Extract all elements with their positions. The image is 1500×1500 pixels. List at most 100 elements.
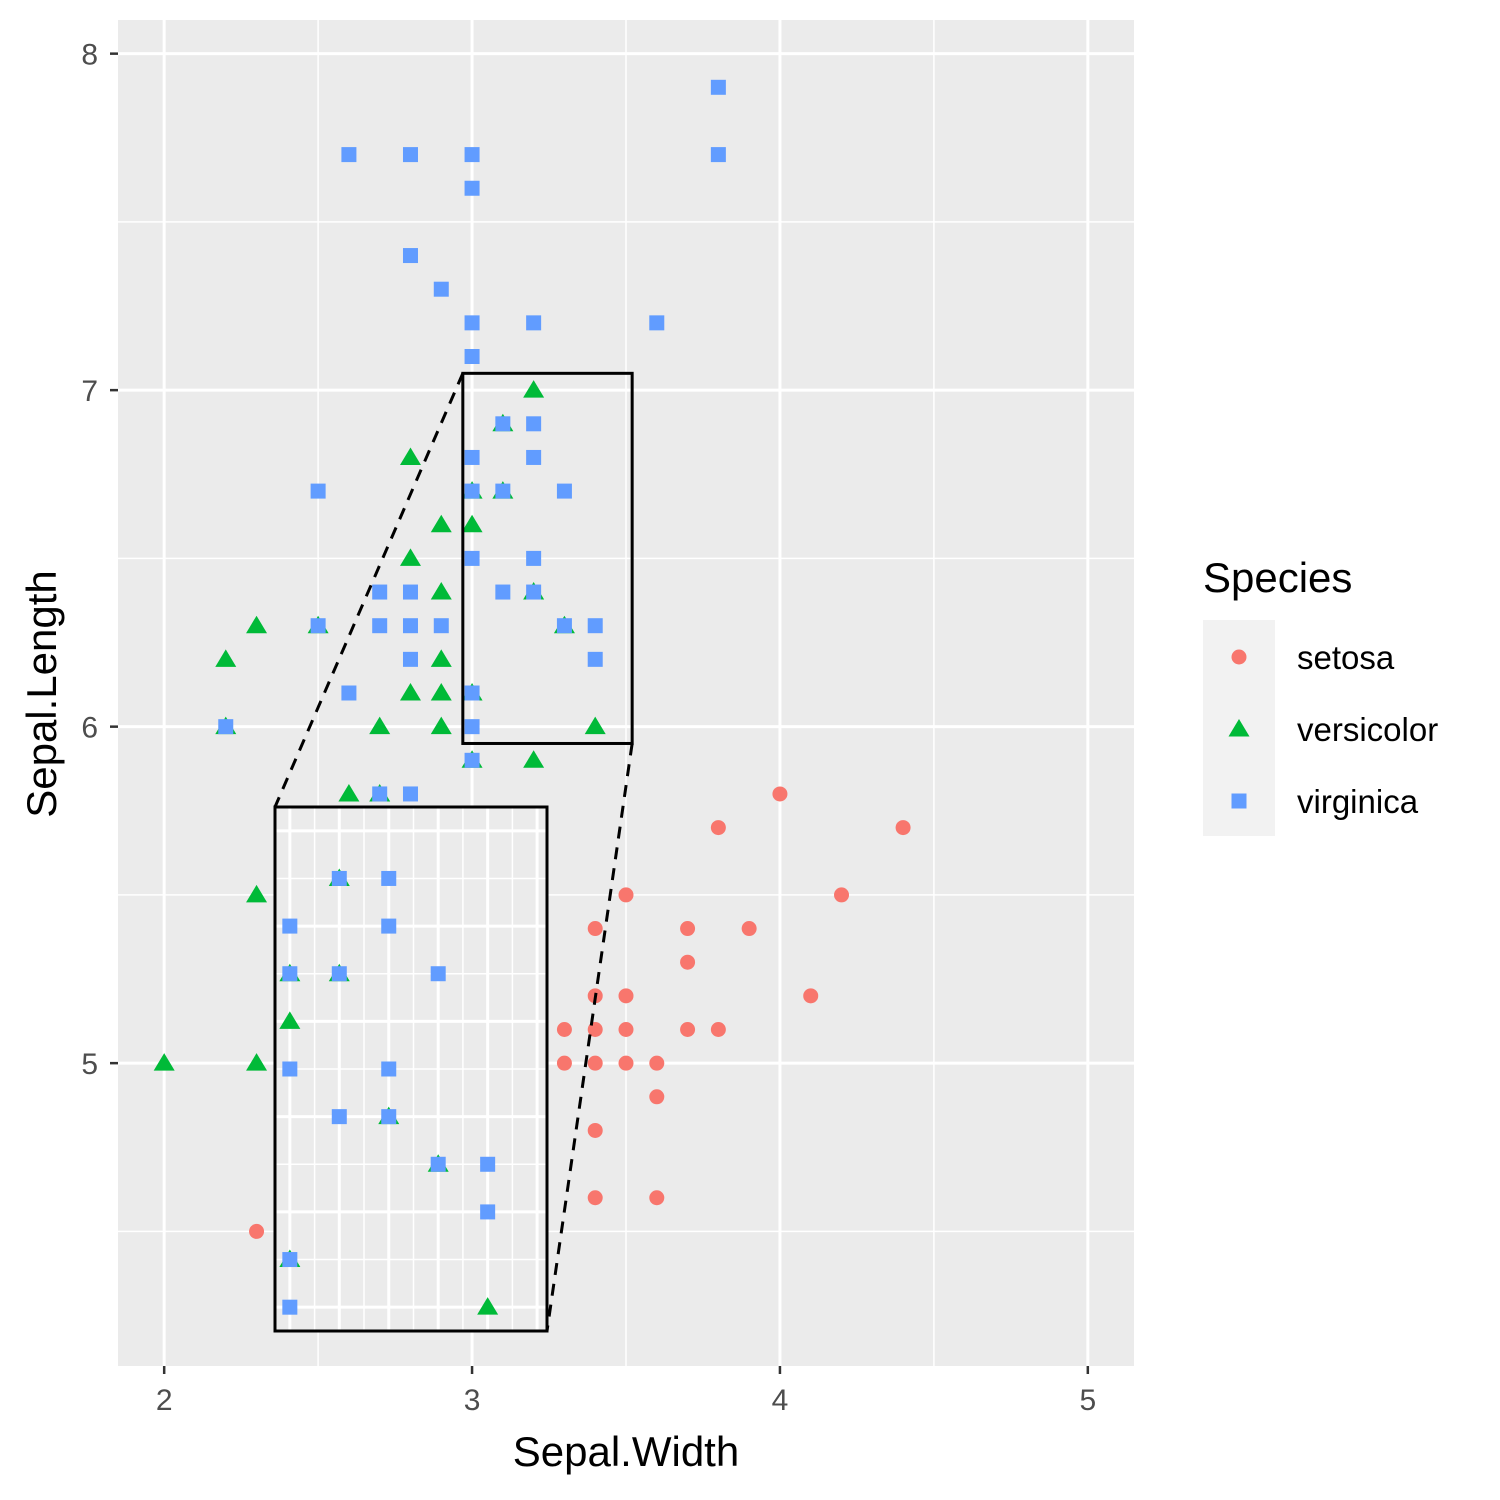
- point-setosa: [772, 786, 788, 802]
- point-virginica: [526, 584, 542, 600]
- legend-label-setosa: setosa: [1297, 639, 1395, 676]
- point-virginica: [464, 685, 480, 701]
- zoom-point-square: [282, 1299, 298, 1315]
- point-virginica: [372, 786, 388, 802]
- point-virginica: [433, 618, 449, 634]
- y-tick-label: 7: [81, 375, 98, 408]
- point-virginica: [464, 180, 480, 196]
- zoom-point-square: [430, 966, 446, 982]
- point-setosa: [649, 1089, 665, 1105]
- y-tick-label: 5: [81, 1048, 98, 1081]
- point-virginica: [372, 584, 388, 600]
- point-versicolor: [399, 548, 421, 566]
- point-virginica: [464, 315, 480, 331]
- zoom-point-square: [480, 1156, 496, 1172]
- point-setosa: [618, 988, 634, 1004]
- zoom-point-square: [282, 966, 298, 982]
- zoom-point-square: [381, 1109, 397, 1125]
- point-virginica: [556, 483, 572, 499]
- point-virginica: [464, 449, 480, 465]
- zoom-point-square: [381, 870, 397, 886]
- point-virginica: [649, 315, 665, 331]
- point-setosa: [803, 988, 819, 1004]
- zoom-point-square: [282, 1252, 298, 1268]
- point-virginica: [526, 449, 542, 465]
- point-virginica: [710, 79, 726, 95]
- zoom-point-square: [331, 966, 347, 982]
- point-virginica: [218, 719, 234, 735]
- point-versicolor: [215, 649, 237, 667]
- point-versicolor: [584, 716, 606, 735]
- point-virginica: [464, 550, 480, 566]
- point-setosa: [618, 1022, 634, 1037]
- point-setosa: [649, 1190, 665, 1206]
- zoom-point-square: [331, 870, 347, 886]
- y-axis-title: Sepal.Length: [18, 570, 65, 818]
- point-virginica: [464, 483, 480, 499]
- axes-layer: 2 3 4 5 5 6 7 8: [81, 39, 1096, 1417]
- point-virginica: [402, 147, 418, 163]
- point-virginica: [341, 147, 357, 163]
- point-virginica: [587, 618, 603, 634]
- point-versicolor: [430, 514, 452, 533]
- point-virginica: [587, 651, 603, 667]
- zoom-layer: [273, 371, 634, 1333]
- point-versicolor: [246, 1053, 268, 1071]
- point-virginica: [464, 147, 480, 163]
- point-versicolor: [430, 649, 452, 667]
- zoom-point-square: [430, 1156, 446, 1172]
- point-virginica: [556, 618, 572, 634]
- point-versicolor: [430, 716, 452, 735]
- point-setosa: [649, 1055, 665, 1071]
- point-virginica: [372, 618, 388, 634]
- point-versicolor: [523, 380, 545, 398]
- legend-title: Species: [1203, 554, 1352, 601]
- point-virginica: [433, 281, 449, 297]
- point-setosa: [556, 1022, 572, 1037]
- point-virginica: [310, 483, 326, 499]
- point-virginica: [710, 147, 726, 163]
- legend: Species setosa versicolor virginica: [1203, 554, 1438, 836]
- point-setosa: [710, 1022, 726, 1037]
- point-versicolor: [369, 716, 391, 735]
- point-virginica: [402, 584, 418, 600]
- x-axis-title: Sepal.Width: [513, 1428, 739, 1475]
- point-virginica: [526, 550, 542, 566]
- point-setosa: [680, 954, 696, 970]
- zoom-connector-left: [273, 372, 465, 808]
- x-tick-label: 5: [1079, 1384, 1096, 1417]
- point-virginica: [341, 685, 357, 701]
- point-setosa: [680, 921, 696, 937]
- point-setosa: [587, 1022, 603, 1037]
- point-setosa: [895, 820, 911, 836]
- point-versicolor: [399, 683, 421, 701]
- zoom-point-square: [282, 918, 298, 934]
- point-setosa: [618, 887, 634, 903]
- points-layer: [153, 79, 911, 1239]
- zoom-point-square: [381, 1061, 397, 1077]
- point-virginica: [464, 719, 480, 735]
- zoom-point-triangle: [477, 1297, 499, 1315]
- zoom-point-square: [331, 1109, 347, 1125]
- zoom-point-square: [282, 1061, 298, 1077]
- point-virginica: [526, 315, 542, 331]
- point-setosa: [249, 1223, 265, 1239]
- point-virginica: [526, 416, 542, 432]
- point-setosa: [587, 1122, 603, 1138]
- point-setosa: [587, 1055, 603, 1071]
- point-versicolor: [399, 447, 421, 465]
- point-setosa: [587, 1190, 603, 1206]
- point-virginica: [402, 248, 418, 264]
- point-setosa: [680, 1022, 696, 1037]
- zoom-point-square: [381, 918, 397, 934]
- zoom-source-box: [461, 371, 634, 745]
- legend-entries: setosa versicolor virginica: [1228, 639, 1438, 820]
- point-versicolor: [246, 615, 268, 634]
- point-setosa: [834, 887, 850, 903]
- zoom-inset: [273, 805, 549, 1333]
- grid-major: [118, 20, 1134, 1366]
- zoom-point-square: [480, 1204, 496, 1220]
- legend-label-virginica: virginica: [1297, 783, 1419, 820]
- zoom-inset-border: [273, 805, 549, 1333]
